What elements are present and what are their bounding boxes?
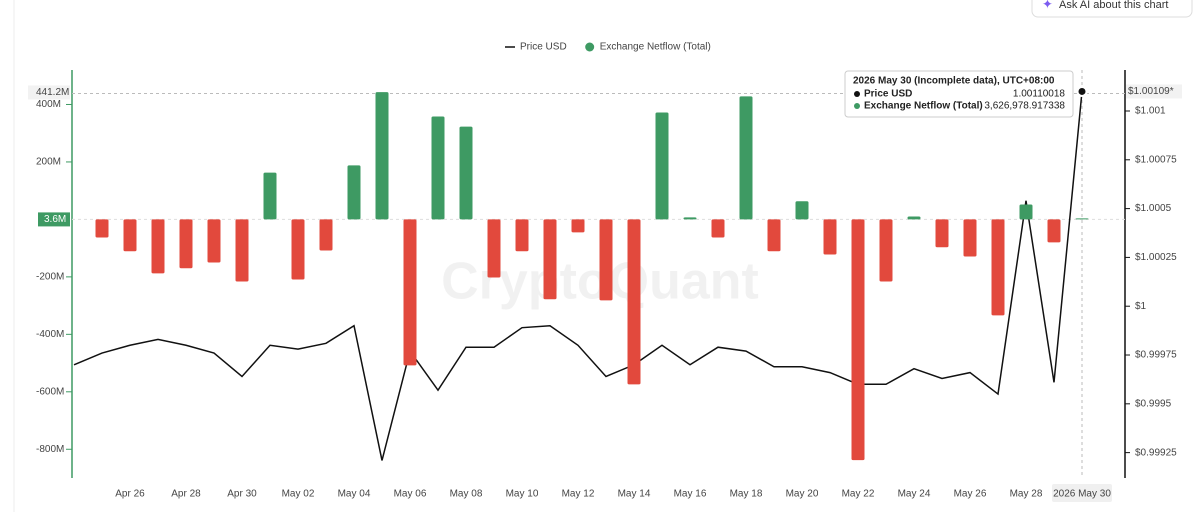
bar xyxy=(1075,218,1089,220)
bar xyxy=(515,219,529,252)
y2-tick-label: $0.99925 xyxy=(1135,447,1177,458)
bar xyxy=(319,219,333,251)
bar xyxy=(207,219,221,263)
crosshair-label: 441.2M xyxy=(36,87,69,98)
tooltip-value: 3,626,978.917338 xyxy=(984,101,1065,112)
legend-label: Price USD xyxy=(520,42,567,53)
bar xyxy=(683,217,697,220)
last-point xyxy=(1076,85,1088,97)
tooltip-name: Price USD xyxy=(864,89,912,100)
x-tick-label: May 24 xyxy=(898,489,931,500)
tooltip-dot xyxy=(854,91,860,97)
bar xyxy=(179,219,193,269)
bar xyxy=(739,96,753,220)
y2-tick-label: $1.001 xyxy=(1135,106,1166,117)
y-tick-label: -400M xyxy=(36,329,64,340)
legend-swatch xyxy=(585,42,595,52)
y2-tick-label: $1.0005 xyxy=(1135,203,1172,214)
y2-tick-label: $1.00025 xyxy=(1135,252,1177,263)
x-tick-label: May 12 xyxy=(562,489,595,500)
x-tick-label: May 28 xyxy=(1010,489,1043,500)
tooltip-title: 2026 May 30 (Incomplete data), UTC+08:00 xyxy=(853,76,1055,87)
sparkle-icon: ✦ xyxy=(1042,0,1053,11)
bar xyxy=(767,219,781,252)
y2-tick-label: $0.9995 xyxy=(1135,398,1172,409)
bar xyxy=(655,112,669,220)
ask-ai-button[interactable] xyxy=(1031,0,1193,18)
price-current: $1.00109* xyxy=(1128,86,1174,97)
x-tick-label: May 18 xyxy=(730,489,763,500)
x-tick-label: May 20 xyxy=(786,489,819,500)
bar xyxy=(935,219,949,248)
tooltip: 2026 May 30 (Incomplete data), UTC+08:00… xyxy=(844,70,1074,118)
crosshair-badge xyxy=(28,85,70,100)
bar xyxy=(543,219,557,300)
bar xyxy=(431,116,445,220)
bar xyxy=(599,219,613,301)
bar xyxy=(1019,204,1033,220)
y2-tick-label: $0.99975 xyxy=(1135,350,1177,361)
bar xyxy=(795,201,809,220)
ask-ai-label[interactable]: Ask AI about this chart xyxy=(1059,0,1168,11)
bar xyxy=(627,219,641,385)
tooltip-name: Exchange Netflow (Total) xyxy=(864,101,983,112)
bar xyxy=(991,219,1005,316)
netflow-current: 3.6M xyxy=(44,214,66,225)
x-tick-label: May 08 xyxy=(450,489,483,500)
price-badge xyxy=(1126,84,1182,99)
x-tick-label: 2026 May 30 xyxy=(1053,489,1111,500)
bar xyxy=(711,219,725,238)
bar xyxy=(235,219,249,282)
tooltip-value: 1.00110018 xyxy=(1013,89,1066,100)
bar xyxy=(151,219,165,274)
bar xyxy=(823,219,837,255)
y-tick-label: -800M xyxy=(36,444,64,455)
y-tick-label: -200M xyxy=(36,272,64,283)
x-tick-label: Apr 28 xyxy=(171,489,201,500)
bar xyxy=(963,219,977,257)
bar xyxy=(879,219,893,282)
tooltip-box xyxy=(844,70,1074,118)
bar xyxy=(291,219,305,280)
legend-label: Exchange Netflow (Total) xyxy=(600,42,711,53)
x-tick-label: Apr 26 xyxy=(115,489,145,500)
x-tick-label: May 04 xyxy=(338,489,371,500)
bar xyxy=(459,126,473,220)
bar xyxy=(375,92,389,220)
bar xyxy=(1047,219,1061,243)
bar xyxy=(487,219,501,278)
price-line xyxy=(73,91,1083,461)
y2-tick-label: $1.00075 xyxy=(1135,154,1177,165)
x-tick-label: May 26 xyxy=(954,489,987,500)
bar xyxy=(263,172,277,220)
y-tick-label: 400M xyxy=(36,99,61,110)
x-tick-label: May 06 xyxy=(394,489,427,500)
bar xyxy=(347,165,361,220)
x-tick-label: May 10 xyxy=(506,489,539,500)
bar xyxy=(571,219,585,233)
x-tick-label: May 16 xyxy=(674,489,707,500)
netflow-badge xyxy=(38,212,70,227)
bar xyxy=(95,219,109,238)
x-tick-label: May 14 xyxy=(618,489,651,500)
x-tick-label: May 22 xyxy=(842,489,875,500)
x-highlight xyxy=(1052,484,1112,502)
y2-tick-label: $1 xyxy=(1135,301,1147,312)
bar xyxy=(123,219,137,252)
x-tick-label: May 02 xyxy=(282,489,315,500)
y-tick-label: 200M xyxy=(36,157,61,168)
x-tick-label: Apr 30 xyxy=(227,489,257,500)
bar xyxy=(403,219,417,366)
bar xyxy=(851,219,865,461)
tooltip-dot xyxy=(854,103,860,109)
y-tick-label: -600M xyxy=(36,386,64,397)
bar xyxy=(907,216,921,220)
